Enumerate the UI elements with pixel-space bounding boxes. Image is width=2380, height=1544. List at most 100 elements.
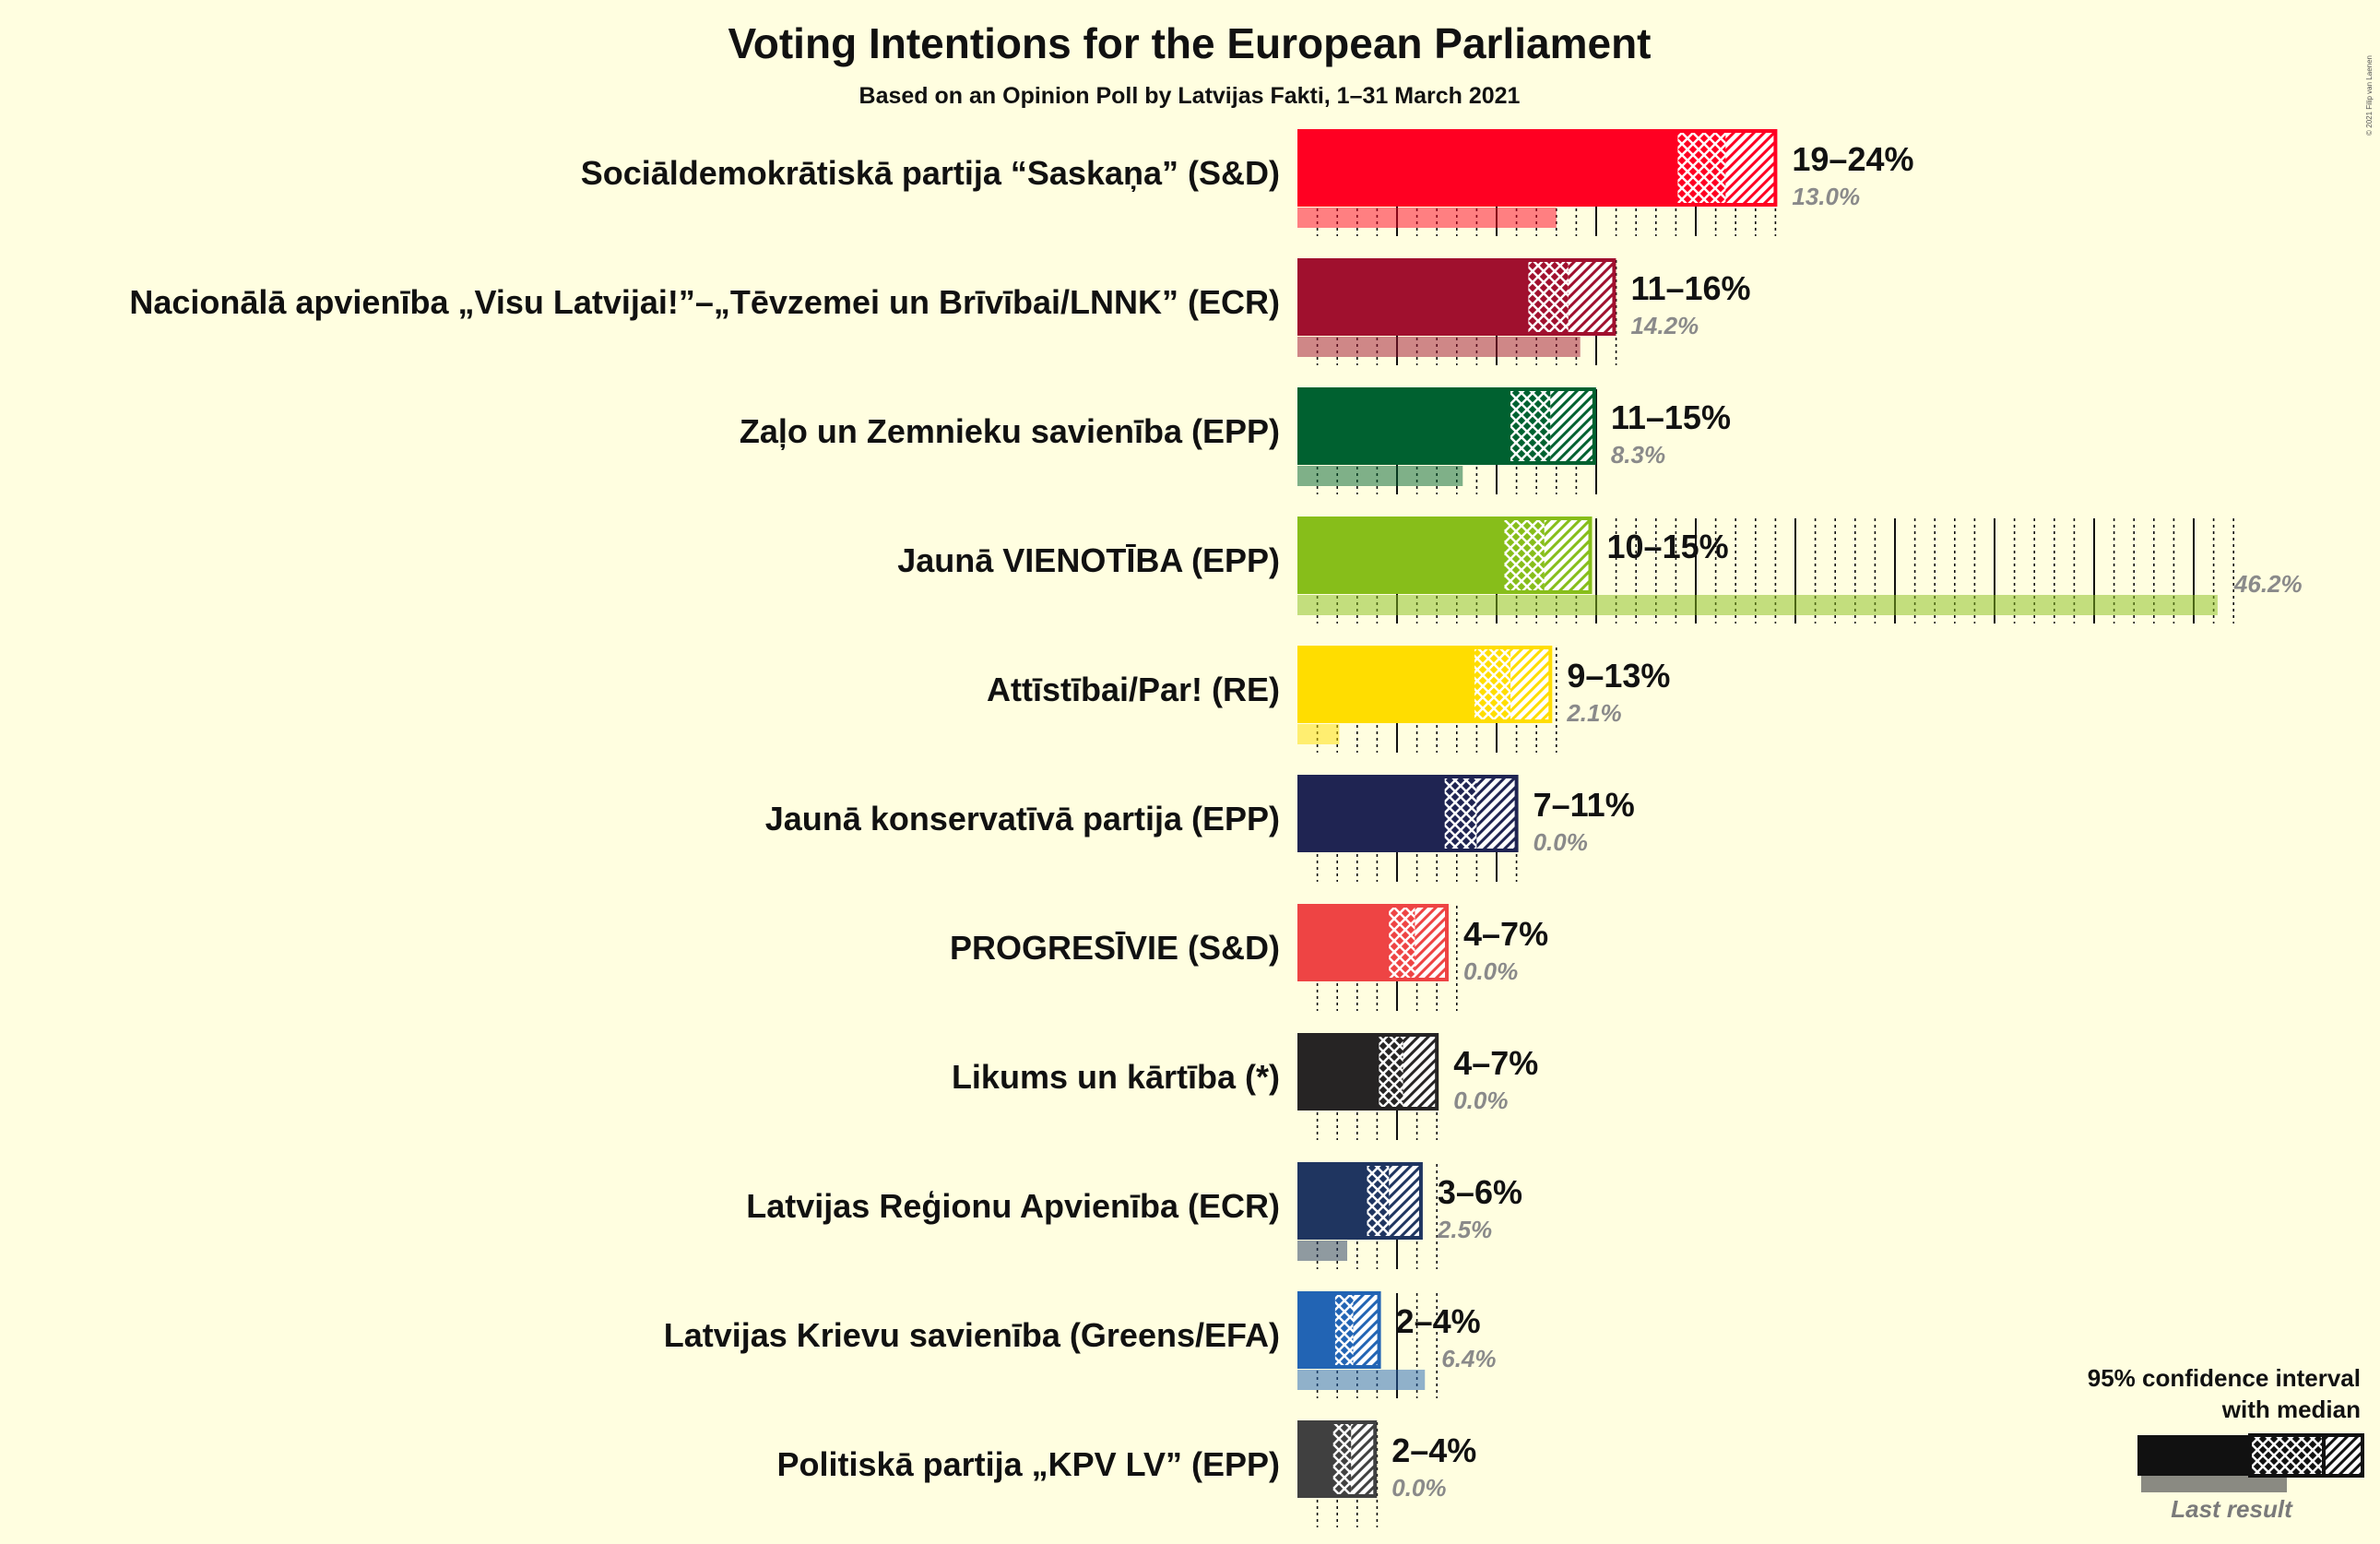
legend-line-2: with median (2221, 1396, 2361, 1423)
party-label: Attīstībai/Par! (RE) (987, 671, 1280, 708)
last-result-label: 0.0% (1463, 957, 1518, 985)
last-result-label: 2.5% (1437, 1216, 1492, 1243)
party-row: Latvijas Reģionu Apvienība (ECR) 3–6% 2.5% (746, 1162, 1522, 1269)
party-row: Latvijas Krievu savienība (Greens/EFA) 2–… (664, 1291, 1497, 1398)
party-label: Nacionālā apvienība „Visu Latvijai!”–„Tē… (129, 283, 1280, 321)
bar-solid (1297, 775, 1443, 852)
legend: 95% confidence interval with median Last… (2088, 1364, 2364, 1523)
range-label: 2–4% (1396, 1302, 1481, 1340)
ci-lower-segment (1365, 1162, 1390, 1240)
legend-crosshatch (2248, 1433, 2326, 1478)
last-result-label: 0.0% (1391, 1474, 1446, 1502)
ci-outline (1363, 1162, 1423, 1240)
bar-solid (1297, 904, 1388, 981)
ci-upper-segment (1476, 777, 1517, 850)
party-label: PROGRESĪVIE (S&D) (950, 929, 1280, 967)
legend-diagonal (2322, 1433, 2364, 1478)
bar-solid (1297, 258, 1527, 336)
last-result-label: 46.2% (2233, 570, 2303, 598)
bar-solid (1297, 1162, 1366, 1240)
chart-subtitle: Based on an Opinion Poll by Latvijas Fak… (859, 83, 1521, 109)
bar-solid (1297, 129, 1676, 207)
party-row: Jaunā VIENOTĪBA (EPP) 10–15% 46.2% (897, 517, 2303, 624)
ci-lower-segment (1332, 1291, 1354, 1369)
last-result-bar (1297, 208, 1557, 228)
ci-outline (1440, 775, 1519, 852)
party-label: Zaļo un Zemnieku savienība (EPP) (740, 412, 1280, 450)
bar-solid (1297, 517, 1503, 594)
ci-outline (1506, 387, 1596, 465)
legend-last-bar (2141, 1474, 2287, 1492)
party-row: Likums un kārtība (*) 4–7% 0.0% (952, 1033, 1538, 1140)
party-row: Sociāldemokrātiskā partija “Saskaņa” (S&… (581, 129, 1914, 236)
last-result-label: 8.3% (1611, 441, 1665, 469)
ci-lower-segment (1508, 387, 1551, 465)
last-result-bar (1297, 337, 1581, 357)
party-label: Jaunā konservatīvā partija (EPP) (765, 800, 1280, 837)
ci-upper-segment (1568, 260, 1615, 334)
legend-last-result: Last result (2171, 1495, 2293, 1523)
ci-lower-segment (1442, 775, 1477, 852)
ci-outline (1331, 1291, 1381, 1369)
last-result-label: 6.4% (1441, 1345, 1496, 1372)
ci-upper-segment (1351, 1422, 1376, 1496)
chart-title: Voting Intentions for the European Parli… (728, 19, 1652, 67)
range-label: 4–7% (1453, 1044, 1538, 1082)
ci-upper-segment (1510, 647, 1551, 721)
last-result-bar (1297, 1241, 1347, 1261)
ci-outline (1500, 517, 1593, 594)
ci-upper-segment (1389, 1164, 1421, 1238)
copyright: © 2021 Filip van Laenen (2365, 55, 2374, 136)
party-rows: Sociāldemokrātiskā partija “Saskaņa” (S&… (129, 129, 2303, 1527)
ci-upper-segment (1415, 906, 1447, 980)
ci-outline (1524, 258, 1616, 336)
ci-outline (1674, 129, 1778, 207)
party-row: Attīstībai/Par! (RE) 9–13% 2.1% (987, 646, 1670, 753)
ci-outline (1375, 1033, 1439, 1110)
range-label: 11–16% (1630, 269, 1750, 307)
ci-outline (1471, 646, 1553, 723)
range-label: 2–4% (1391, 1431, 1476, 1469)
last-result-label: 14.2% (1630, 312, 1699, 339)
range-label: 19–24% (1792, 140, 1913, 178)
legend-line-1: 95% confidence interval (2088, 1364, 2361, 1392)
ci-lower-segment (1377, 1033, 1403, 1110)
party-label: Politiskā partija „KPV LV” (EPP) (777, 1445, 1280, 1483)
party-label: Likums un kārtība (*) (952, 1058, 1280, 1096)
last-result-bar (1297, 1370, 1426, 1390)
party-label: Latvijas Reģionu Apvienība (ECR) (746, 1187, 1280, 1225)
ci-lower-segment (1502, 517, 1545, 594)
ci-lower-segment (1331, 1420, 1352, 1498)
last-result-label: 0.0% (1533, 828, 1588, 856)
ci-upper-segment (1725, 131, 1776, 205)
ci-lower-segment (1675, 129, 1726, 207)
last-result-label: 0.0% (1453, 1087, 1508, 1114)
ci-upper-segment (1353, 1293, 1379, 1367)
party-label: Latvijas Krievu savienība (Greens/EFA) (664, 1316, 1280, 1354)
ci-outline (1385, 904, 1449, 981)
party-row: Politiskā partija „KPV LV” (EPP) 2–4% 0.0% (777, 1420, 1476, 1527)
range-label: 9–13% (1567, 657, 1670, 695)
bar-solid (1297, 1420, 1332, 1498)
party-row: Jaunā konservatīvā partija (EPP) 7–11% 0.0… (765, 775, 1635, 882)
party-label: Sociāldemokrātiskā partija “Saskaņa” (S&… (581, 154, 1280, 192)
ci-upper-segment (1544, 518, 1591, 592)
legend-solid-bar (2137, 1435, 2250, 1476)
ci-lower-segment (1526, 258, 1569, 336)
last-result-bar (1297, 466, 1463, 486)
ci-lower-segment (1473, 646, 1511, 723)
bar-solid (1297, 646, 1474, 723)
last-result-bar (1297, 724, 1340, 744)
last-result-bar (1297, 595, 2218, 615)
party-row: Nacionālā apvienība „Visu Latvijai!”–„Tē… (129, 258, 1751, 365)
range-label: 10–15% (1607, 528, 1729, 565)
ci-upper-segment (1550, 389, 1594, 463)
ci-outline (1329, 1420, 1378, 1498)
range-label: 11–15% (1611, 398, 1731, 436)
party-row: Zaļo un Zemnieku savienība (EPP) 11–15% 8.… (740, 387, 1731, 494)
party-row: PROGRESĪVIE (S&D) 4–7% 0.0% (950, 904, 1548, 1011)
last-result-label: 2.1% (1566, 699, 1621, 727)
bar-solid (1297, 1291, 1333, 1369)
